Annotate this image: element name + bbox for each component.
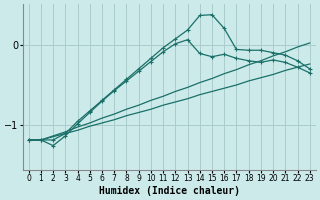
X-axis label: Humidex (Indice chaleur): Humidex (Indice chaleur) <box>99 186 240 196</box>
